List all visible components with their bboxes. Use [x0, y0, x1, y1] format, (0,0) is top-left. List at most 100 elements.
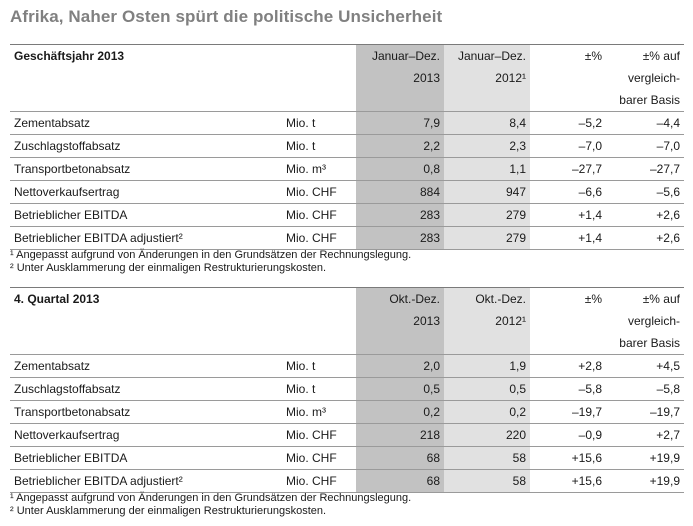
footnote-2: ² Unter Ausklammerung der einmaligen Res… — [10, 505, 327, 517]
value-previous: 0,2 — [444, 400, 530, 424]
value-current: 0,5 — [356, 377, 444, 401]
value-pct-basis: –5,6 — [606, 180, 684, 204]
footnote-2: ² Unter Ausklammerung der einmaligen Res… — [10, 262, 327, 274]
value-previous: 58 — [444, 446, 530, 470]
table-row: Transportbetonabsatz Mio. m³ 0,2 0,2 –19… — [10, 400, 684, 424]
table-row: Zuschlagstoffabsatz Mio. t 2,2 2,3 –7,0 … — [10, 134, 684, 158]
value-current: 884 — [356, 180, 444, 204]
table-row: Zuschlagstoffabsatz Mio. t 0,5 0,5 –5,8 … — [10, 377, 684, 401]
row-label: Betrieblicher EBITDA — [10, 446, 282, 470]
row-label: Zementabsatz — [10, 111, 282, 135]
row-label: Nettoverkaufsertrag — [10, 180, 282, 204]
value-previous: 58 — [444, 469, 530, 493]
value-pct: –5,8 — [530, 377, 606, 401]
value-pct-basis: +19,9 — [606, 446, 684, 470]
value-pct: +1,4 — [530, 226, 606, 250]
value-pct: –7,0 — [530, 134, 606, 158]
row-label: Zementabsatz — [10, 354, 282, 378]
table-row: Zementabsatz Mio. t 7,9 8,4 –5,2 –4,4 — [10, 111, 684, 135]
table-row: Betrieblicher EBITDA adjustiert² Mio. CH… — [10, 226, 684, 250]
value-current: 68 — [356, 446, 444, 470]
row-label: Zuschlagstoffabsatz — [10, 377, 282, 401]
value-current: 7,9 — [356, 111, 444, 135]
page-title: Afrika, Naher Osten spürt die politische… — [10, 7, 443, 26]
value-pct: –6,6 — [530, 180, 606, 204]
table-heading: 4. Quartal 2013 — [14, 292, 100, 306]
table-row: Nettoverkaufsertrag Mio. CHF 884 947 –6,… — [10, 180, 684, 204]
value-pct-basis: +19,9 — [606, 469, 684, 493]
value-previous: 947 — [444, 180, 530, 204]
value-pct: +2,8 — [530, 354, 606, 378]
value-previous: 2,3 — [444, 134, 530, 158]
value-pct-basis: +2,6 — [606, 203, 684, 227]
value-pct: +15,6 — [530, 446, 606, 470]
value-pct: –5,2 — [530, 111, 606, 135]
value-current: 68 — [356, 469, 444, 493]
row-unit: Mio. m³ — [282, 157, 356, 181]
value-current: 0,2 — [356, 400, 444, 424]
value-pct: +15,6 — [530, 469, 606, 493]
table-row: Transportbetonabsatz Mio. m³ 0,8 1,1 –27… — [10, 157, 684, 181]
value-previous: 279 — [444, 203, 530, 227]
column-header-pct: ±% — [584, 49, 602, 63]
footnotes: ¹ Angepasst aufgrund von Änderungen in d… — [10, 492, 411, 518]
value-pct-basis: +2,6 — [606, 226, 684, 250]
value-previous: 220 — [444, 423, 530, 447]
row-unit: Mio. t — [282, 134, 356, 158]
row-unit: Mio. CHF — [282, 469, 356, 493]
row-unit: Mio. CHF — [282, 203, 356, 227]
table-fiscal-year: Geschäftsjahr 2013 Januar–Dez. 2013 Janua… — [10, 45, 684, 250]
row-unit: Mio. t — [282, 111, 356, 135]
value-pct-basis: –19,7 — [606, 400, 684, 424]
value-current: 2,0 — [356, 354, 444, 378]
column-header-previous: Okt.-Dez. 2012¹ — [444, 288, 530, 355]
row-label: Nettoverkaufsertrag — [10, 423, 282, 447]
value-pct-basis: +4,5 — [606, 354, 684, 378]
table-row: Betrieblicher EBITDA adjustiert² Mio. CH… — [10, 469, 684, 493]
row-unit: Mio. CHF — [282, 180, 356, 204]
row-unit: Mio. CHF — [282, 226, 356, 250]
value-current: 218 — [356, 423, 444, 447]
value-current: 2,2 — [356, 134, 444, 158]
table-row: Zementabsatz Mio. t 2,0 1,9 +2,8 +4,5 — [10, 354, 684, 378]
value-previous: 279 — [444, 226, 530, 250]
column-header-current: Januar–Dez. 2013 — [356, 45, 444, 112]
row-label: Betrieblicher EBITDA adjustiert² — [10, 469, 282, 493]
row-label: Betrieblicher EBITDA adjustiert² — [10, 226, 282, 250]
value-previous: 8,4 — [444, 111, 530, 135]
value-pct: –0,9 — [530, 423, 606, 447]
column-header-current: Okt.-Dez. 2013 — [356, 288, 444, 355]
column-header-previous: Januar–Dez. 2012¹ — [444, 45, 530, 112]
value-current: 0,8 — [356, 157, 444, 181]
footnotes: ¹ Angepasst aufgrund von Änderungen in d… — [10, 249, 411, 275]
row-label: Transportbetonabsatz — [10, 400, 282, 424]
column-header-pct-basis: ±% auf vergleich-barer Basis — [619, 49, 680, 107]
table-q4: 4. Quartal 2013 Okt.-Dez. 2013 Okt.-Dez. 2… — [10, 288, 684, 493]
row-unit: Mio. t — [282, 377, 356, 401]
value-current: 283 — [356, 203, 444, 227]
table-row: Nettoverkaufsertrag Mio. CHF 218 220 –0,… — [10, 423, 684, 447]
value-pct: –19,7 — [530, 400, 606, 424]
row-label: Betrieblicher EBITDA — [10, 203, 282, 227]
value-pct-basis: –4,4 — [606, 111, 684, 135]
value-previous: 0,5 — [444, 377, 530, 401]
value-pct: –27,7 — [530, 157, 606, 181]
column-header-pct: ±% — [584, 292, 602, 306]
table-row: Betrieblicher EBITDA Mio. CHF 283 279 +1… — [10, 203, 684, 227]
value-previous: 1,9 — [444, 354, 530, 378]
table-row: Betrieblicher EBITDA Mio. CHF 68 58 +15,… — [10, 446, 684, 470]
footnote-1: ¹ Angepasst aufgrund von Änderungen in d… — [10, 249, 412, 261]
value-pct-basis: +2,7 — [606, 423, 684, 447]
value-pct: +1,4 — [530, 203, 606, 227]
row-unit: Mio. CHF — [282, 446, 356, 470]
table-top-rule — [10, 44, 684, 45]
value-pct-basis: –7,0 — [606, 134, 684, 158]
table-top-rule — [10, 287, 684, 288]
table-heading: Geschäftsjahr 2013 — [14, 49, 125, 63]
value-current: 283 — [356, 226, 444, 250]
footnote-1: ¹ Angepasst aufgrund von Änderungen in d… — [10, 492, 412, 504]
row-label: Transportbetonabsatz — [10, 157, 282, 181]
row-label: Zuschlagstoffabsatz — [10, 134, 282, 158]
column-header-pct-basis: ±% auf vergleich-barer Basis — [619, 292, 680, 350]
row-unit: Mio. t — [282, 354, 356, 378]
